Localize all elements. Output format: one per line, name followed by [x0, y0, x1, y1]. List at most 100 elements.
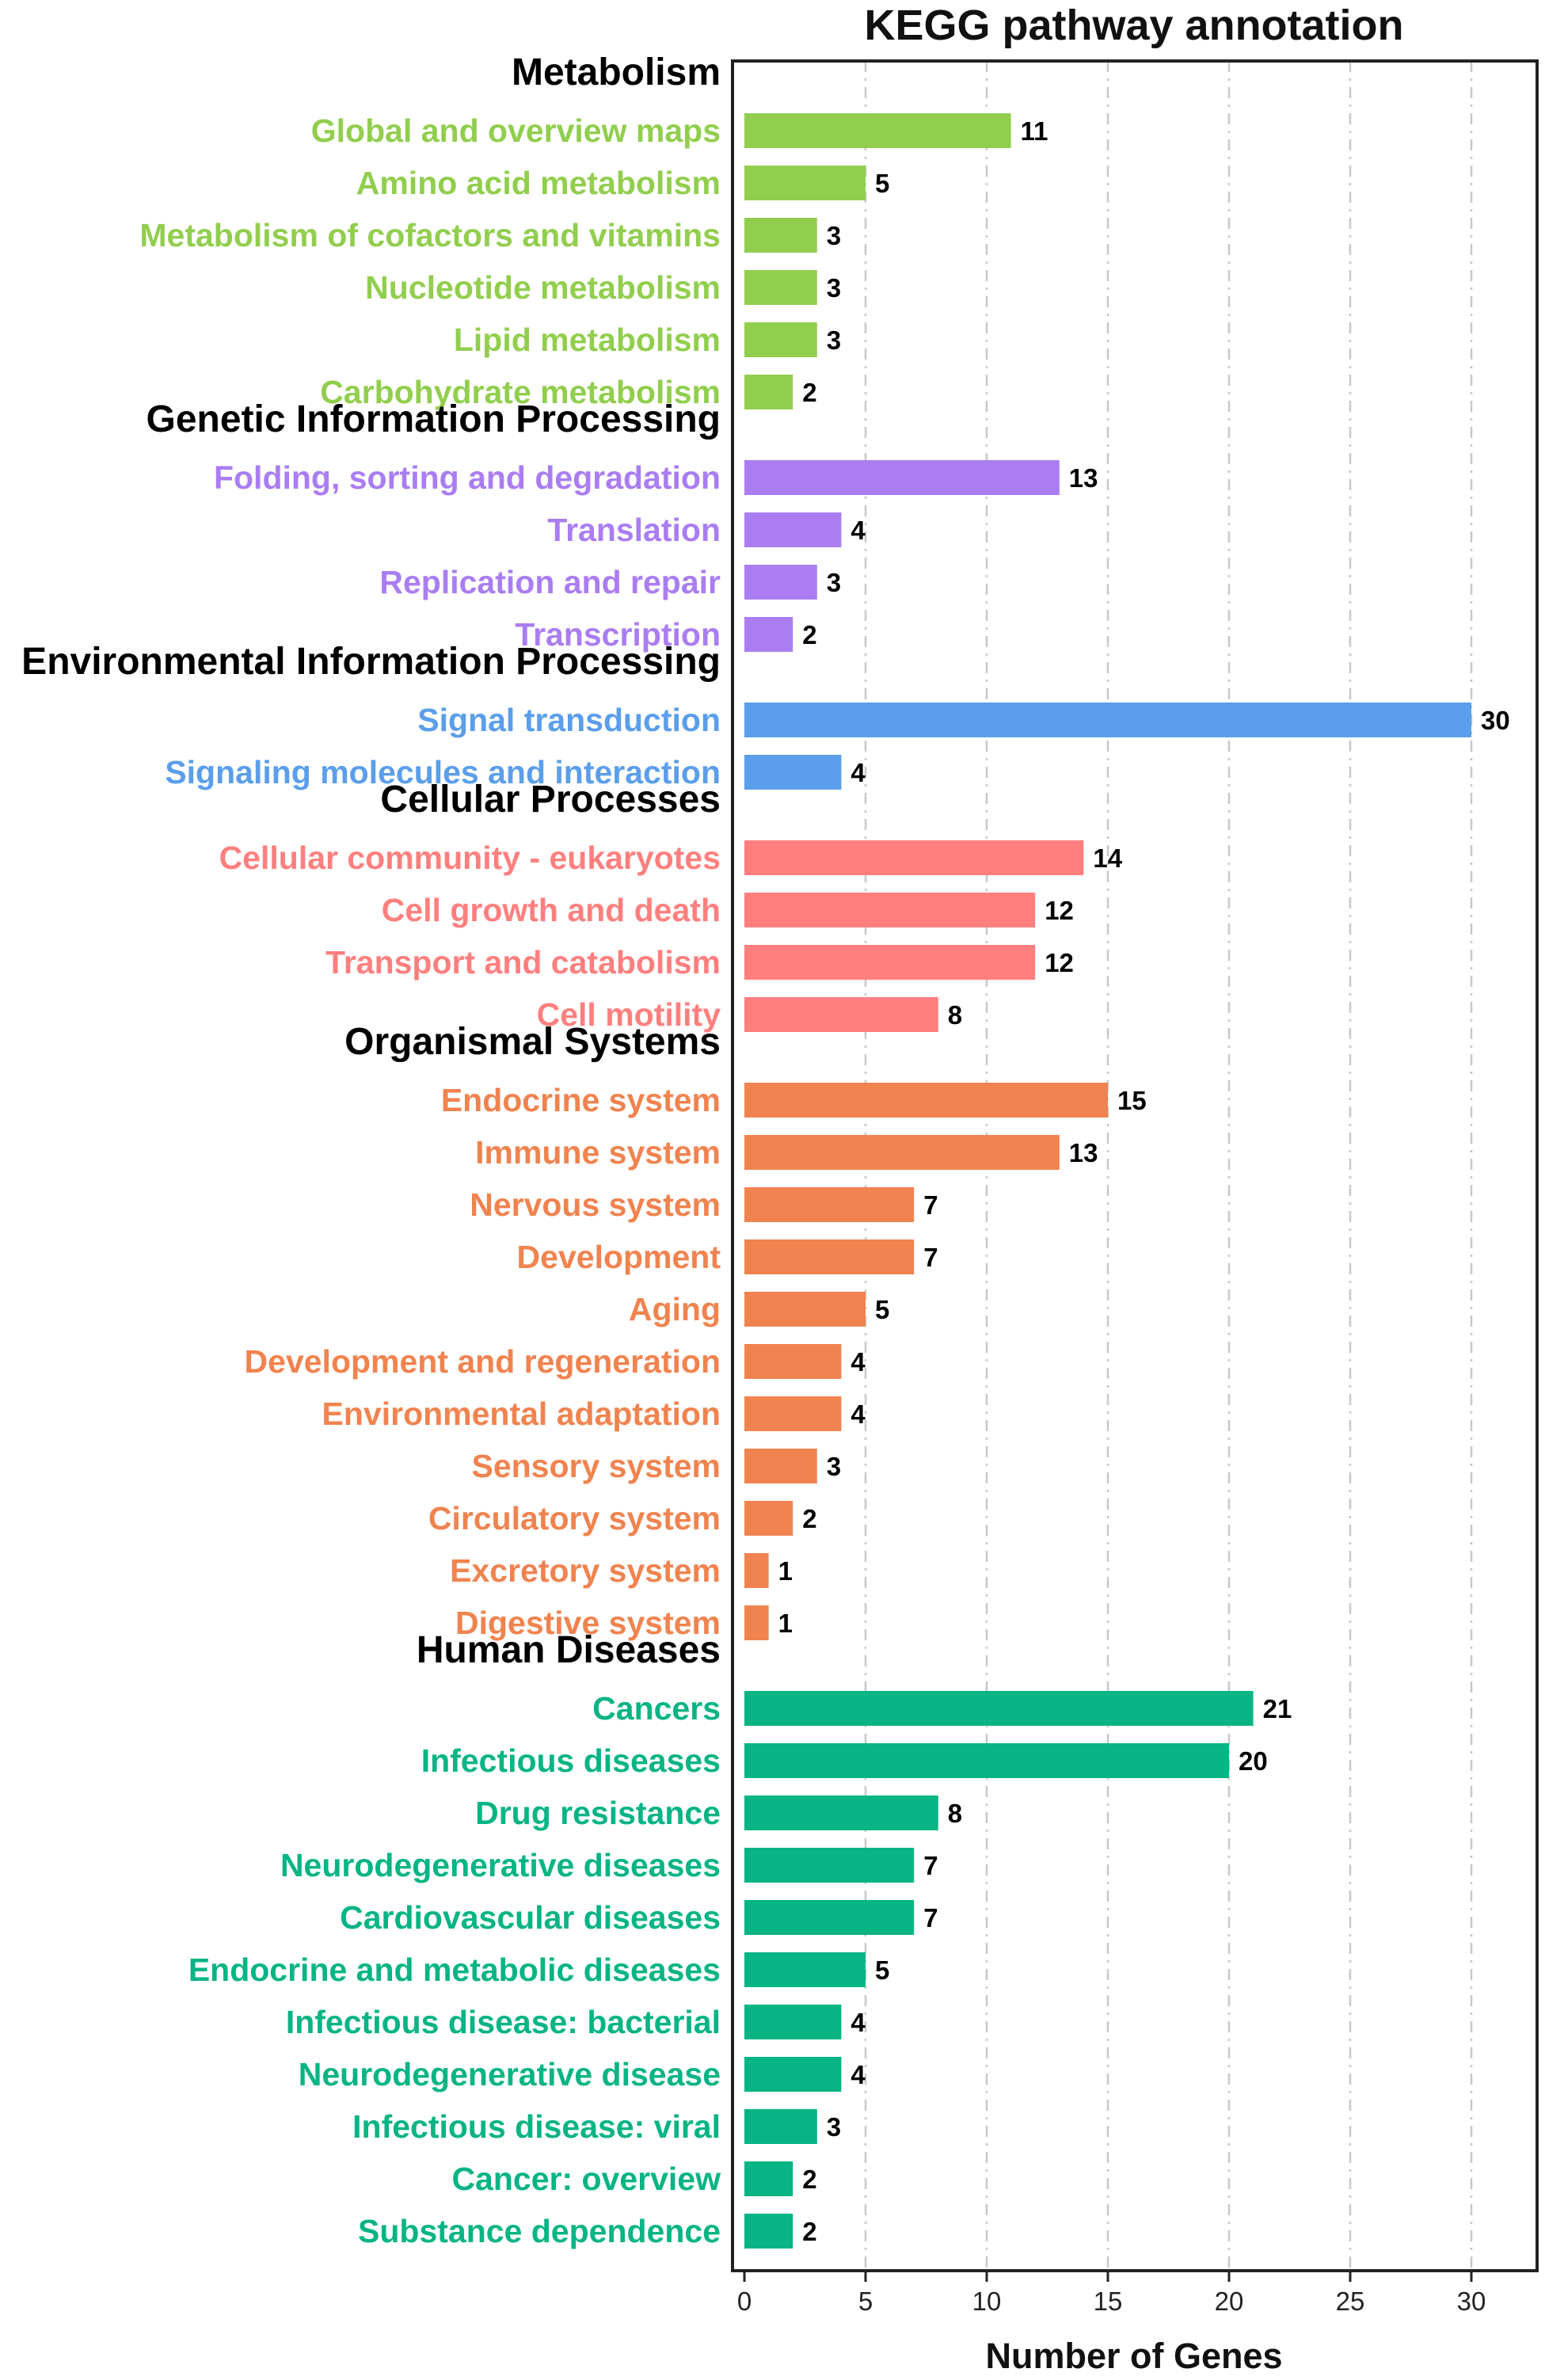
category-label: Infectious diseases [421, 1742, 721, 1779]
bar [744, 1605, 769, 1640]
category-label: Substance dependence [358, 2213, 721, 2249]
bar [744, 1743, 1229, 1778]
chart-title: KEGG pathway annotation [864, 2, 1403, 49]
value-label: 5 [875, 169, 889, 198]
bar [744, 1795, 938, 1830]
bar [744, 1083, 1108, 1118]
bar [744, 1553, 769, 1588]
category-label: Cell motility [537, 996, 721, 1033]
category-label: Folding, sorting and degradation [214, 459, 721, 496]
value-label: 4 [851, 1399, 866, 1429]
value-label: 4 [851, 758, 866, 787]
bar [744, 2057, 842, 2092]
bar [744, 113, 1011, 148]
category-label: Infectious disease: bacterial [286, 2004, 721, 2040]
value-label: 13 [1069, 1138, 1098, 1167]
bar [744, 755, 842, 790]
value-label: 7 [923, 1851, 938, 1880]
bar [744, 1240, 915, 1274]
category-label: Sensory system [471, 1448, 721, 1484]
value-label: 11 [1021, 116, 1048, 146]
value-label: 1 [778, 1609, 793, 1638]
category-label: Replication and repair [379, 564, 721, 600]
x-axis: 0 5 10 15 20 25 30 [737, 2271, 1486, 2316]
bar [744, 218, 817, 253]
category-label: Cardiovascular diseases [340, 1899, 721, 1936]
group-label: Cellular Processes [380, 779, 721, 821]
value-label: 7 [923, 1190, 938, 1220]
category-label: Digestive system [455, 1605, 721, 1641]
bar [744, 565, 817, 600]
plot-frame [731, 59, 1539, 2272]
bar [744, 375, 793, 409]
x-axis-title: Number of Genes [985, 2336, 1282, 2376]
value-label: 2 [802, 2165, 816, 2194]
value-label: 3 [827, 1452, 841, 1481]
bar [744, 1848, 915, 1883]
group-label: Human Diseases [417, 1629, 721, 1671]
bar [744, 703, 1471, 737]
category-label: Nucleotide metabolism [365, 269, 721, 306]
value-label: 12 [1045, 948, 1074, 977]
value-label: 2 [802, 2217, 816, 2246]
value-label: 12 [1045, 896, 1074, 925]
category-label: Cancer: overview [451, 2161, 721, 2197]
value-label: 15 [1117, 1086, 1147, 1115]
x-tick-label: 25 [1336, 2287, 1365, 2316]
category-label: Neurodegenerative diseases [280, 1847, 721, 1883]
category-label: Cellular community - eukaryotes [219, 840, 721, 876]
value-label: 8 [948, 1000, 962, 1030]
bar [744, 1344, 842, 1379]
category-label: Signaling molecules and interaction [165, 754, 721, 790]
category-label: Metabolism of cofactors and vitamins [139, 217, 721, 253]
x-tick-label: 20 [1215, 2287, 1244, 2316]
category-label: Neurodegenerative disease [299, 2056, 721, 2092]
bar [744, 1900, 915, 1935]
x-tick-label: 0 [737, 2287, 752, 2316]
value-label: 13 [1069, 463, 1098, 493]
value-label: 5 [875, 1295, 889, 1324]
value-label: 7 [923, 1243, 938, 1272]
value-label: 4 [851, 2008, 866, 2037]
value-label: 3 [827, 221, 841, 250]
x-tick-label: 5 [858, 2287, 873, 2316]
value-label: 3 [827, 568, 841, 597]
bar [744, 2005, 842, 2039]
category-label: Development [517, 1239, 721, 1275]
category-label: Circulatory system [428, 1500, 721, 1537]
bar [744, 893, 1036, 927]
category-label: Translation [547, 512, 721, 548]
bar [744, 2161, 793, 2196]
group-label: Environmental Information Processing [21, 641, 721, 683]
value-label: 4 [851, 1347, 866, 1377]
group-label: Metabolism [512, 51, 721, 93]
category-label: Carbohydrate metabolism [320, 374, 721, 410]
bar [744, 997, 938, 1032]
category-label: Nervous system [470, 1186, 721, 1223]
value-label: 5 [875, 1955, 889, 1985]
value-label: 2 [802, 1504, 816, 1533]
bar [744, 1292, 866, 1327]
bar [744, 322, 817, 357]
category-label: Global and overview maps [311, 112, 721, 149]
category-label: Development and regeneration [245, 1343, 721, 1380]
x-tick-label: 15 [1094, 2287, 1123, 2316]
category-label: Immune system [475, 1134, 721, 1171]
category-label: Environmental adaptation [322, 1396, 721, 1432]
bar [744, 460, 1060, 495]
bar [744, 1187, 915, 1222]
x-tick-label: 10 [972, 2287, 1002, 2316]
value-label: 20 [1239, 1746, 1268, 1776]
value-labels: 1153332134323041412128151377544321121208… [778, 116, 1510, 2246]
category-label: Infectious disease: viral [352, 2108, 721, 2145]
bar [744, 512, 842, 547]
category-label: Signal transduction [417, 702, 721, 738]
value-label: 2 [802, 378, 816, 407]
value-label: 3 [827, 2112, 841, 2142]
category-label: Drug resistance [475, 1795, 721, 1831]
value-label: 7 [923, 1903, 938, 1933]
value-label: 4 [851, 2060, 866, 2089]
bar [744, 1501, 793, 1536]
value-label: 14 [1093, 843, 1122, 873]
